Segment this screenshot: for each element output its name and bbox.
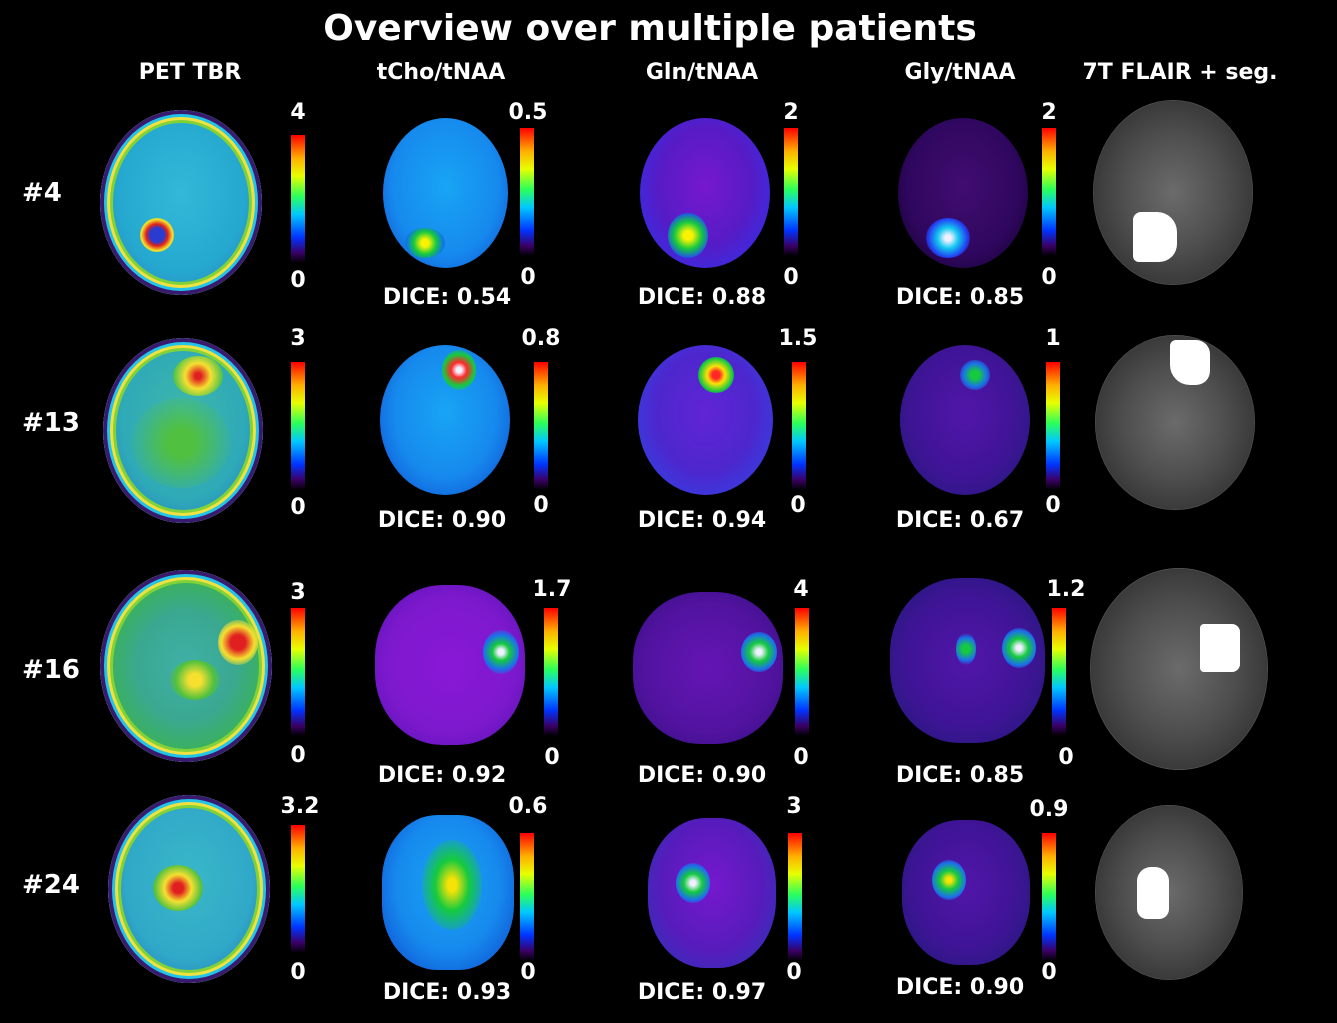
tcho-dice: DICE: 0.92 <box>377 763 507 788</box>
gln-colorbar-max: 1.5 <box>778 326 818 351</box>
figure-title: Overview over multiple patients <box>323 8 977 49</box>
pet-colorbar-max: 3.2 <box>280 794 320 819</box>
column-header-flair: 7T FLAIR + seg. <box>1082 60 1278 85</box>
pet-colorbar <box>291 362 305 490</box>
tcho-colorbar <box>534 362 548 490</box>
tcho-colorbar <box>520 833 534 961</box>
gly-colorbar-min: 0 <box>1058 745 1074 770</box>
gly-colorbar-min: 0 <box>1045 493 1061 518</box>
gly-colorbar <box>1042 128 1056 256</box>
tcho-colorbar-max: 0.5 <box>508 100 548 125</box>
gln-image <box>638 345 773 495</box>
tcho-colorbar <box>520 128 534 256</box>
gln-colorbar <box>788 833 802 961</box>
gln-colorbar-max: 3 <box>786 794 802 819</box>
gln-colorbar-max: 4 <box>793 577 809 602</box>
tcho-dice: DICE: 0.90 <box>377 508 507 533</box>
tcho-dice: DICE: 0.93 <box>382 980 512 1005</box>
gly-colorbar-max: 1.2 <box>1046 577 1086 602</box>
gly-colorbar <box>1042 833 1056 961</box>
gln-dice: DICE: 0.94 <box>637 508 767 533</box>
pet-colorbar <box>291 825 305 953</box>
row-label-patient: #24 <box>22 870 80 900</box>
gly-image <box>902 820 1030 965</box>
gly-image <box>900 345 1030 495</box>
pet-colorbar-min: 0 <box>290 268 306 293</box>
gln-colorbar-min: 0 <box>793 745 809 770</box>
gln-colorbar-min: 0 <box>790 493 806 518</box>
gly-colorbar <box>1046 362 1060 490</box>
gly-colorbar-min: 0 <box>1041 265 1057 290</box>
tcho-colorbar-min: 0 <box>533 493 549 518</box>
gly-colorbar-max: 1 <box>1045 326 1061 351</box>
tcho-colorbar-max: 0.6 <box>508 794 548 819</box>
pet-colorbar <box>291 135 305 263</box>
row-label-patient: #16 <box>22 655 80 685</box>
flair-image <box>1095 805 1243 980</box>
tcho-image <box>382 815 514 970</box>
pet-colorbar-max: 4 <box>290 100 306 125</box>
row-label-patient: #4 <box>22 178 62 208</box>
tcho-image <box>375 585 525 745</box>
flair-image <box>1095 335 1255 510</box>
tcho-colorbar-min: 0 <box>520 960 536 985</box>
flair-image <box>1090 568 1268 770</box>
row-label-patient: #13 <box>22 408 80 438</box>
gly-image <box>898 118 1028 268</box>
gly-dice: DICE: 0.90 <box>895 975 1025 1000</box>
pet-image <box>108 795 270 983</box>
column-header-tcho: tCho/tNAA <box>376 60 506 85</box>
gln-colorbar-max: 2 <box>783 100 799 125</box>
pet-image <box>100 110 262 295</box>
tcho-dice: DICE: 0.54 <box>382 285 512 310</box>
tcho-image <box>383 118 508 268</box>
gln-colorbar <box>784 128 798 256</box>
tcho-colorbar-max: 0.8 <box>521 326 561 351</box>
pet-colorbar-min: 0 <box>290 960 306 985</box>
tcho-colorbar-max: 1.7 <box>532 577 572 602</box>
gln-image <box>633 592 783 744</box>
gln-colorbar-min: 0 <box>786 960 802 985</box>
tcho-colorbar-min: 0 <box>520 265 536 290</box>
gln-colorbar-min: 0 <box>783 265 799 290</box>
gln-dice: DICE: 0.88 <box>637 285 767 310</box>
gly-colorbar-max: 0.9 <box>1029 797 1069 822</box>
gln-dice: DICE: 0.90 <box>637 763 767 788</box>
gln-colorbar <box>792 362 806 490</box>
tcho-image <box>380 345 510 495</box>
pet-colorbar-max: 3 <box>290 326 306 351</box>
tcho-colorbar <box>544 608 558 736</box>
column-header-gly: Gly/tNAA <box>904 60 1016 85</box>
gly-dice: DICE: 0.67 <box>895 508 1025 533</box>
gly-dice: DICE: 0.85 <box>895 763 1025 788</box>
pet-image <box>103 338 263 523</box>
gly-dice: DICE: 0.85 <box>895 285 1025 310</box>
flair-image <box>1093 100 1253 285</box>
gly-colorbar-min: 0 <box>1041 960 1057 985</box>
gln-image <box>648 818 776 968</box>
pet-image <box>100 570 272 762</box>
pet-colorbar-min: 0 <box>290 743 306 768</box>
gly-colorbar <box>1052 608 1066 736</box>
gln-image <box>640 118 770 268</box>
tcho-colorbar-min: 0 <box>544 745 560 770</box>
pet-colorbar <box>291 608 305 736</box>
column-header-pet: PET TBR <box>138 60 242 85</box>
gln-dice: DICE: 0.97 <box>637 980 767 1005</box>
gly-image <box>890 578 1045 743</box>
gly-colorbar-max: 2 <box>1041 100 1057 125</box>
column-header-gln: Gln/tNAA <box>645 60 759 85</box>
pet-colorbar-max: 3 <box>290 580 306 605</box>
gln-colorbar <box>795 608 809 736</box>
pet-colorbar-min: 0 <box>290 495 306 520</box>
